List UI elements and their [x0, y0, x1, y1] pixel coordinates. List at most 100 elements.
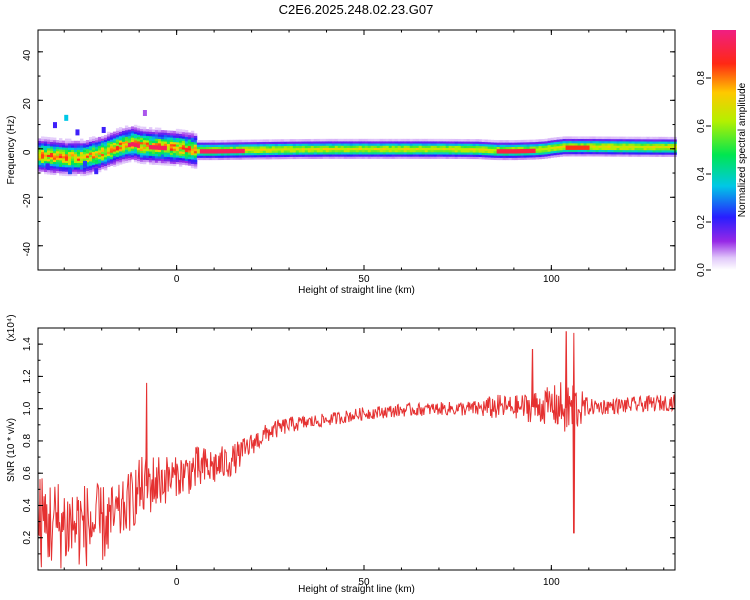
spectrogram-cell	[424, 147, 429, 151]
spectrogram-cell	[97, 147, 102, 151]
spectrogram-cell	[307, 154, 312, 157]
spectrogram-cell	[193, 133, 198, 136]
spectrogram-cell	[142, 148, 147, 152]
spectrogram-cell	[109, 161, 114, 164]
spectrogram-cell	[301, 139, 306, 142]
spectrogram-cell	[409, 154, 414, 157]
spectrogram-cell	[49, 172, 54, 175]
spectrogram-cell	[340, 149, 345, 153]
spectrogram-cell	[211, 150, 216, 154]
spectrogram-cell	[46, 143, 51, 147]
spectrogram-cell	[520, 148, 525, 152]
spectrogram-cell	[160, 158, 165, 162]
spectrogram-cell	[508, 150, 513, 154]
spectrogram-cell	[61, 166, 66, 170]
spectrogram-cell	[637, 136, 641, 140]
spectrogram-cell	[409, 138, 414, 142]
spectrogram-cell	[409, 143, 414, 146]
spectrogram-cell	[511, 146, 516, 150]
spectrogram-cell	[421, 138, 426, 142]
spectrogram-cell	[193, 148, 198, 152]
spectrogram-cell	[331, 143, 336, 146]
spectrogram-cell	[400, 143, 405, 146]
spectrogram-cell	[487, 150, 492, 154]
spectrogram-cell	[73, 145, 78, 148]
spectrogram-cell	[268, 139, 273, 142]
spectrogram-cell	[100, 162, 105, 165]
spectrogram-cell	[157, 149, 162, 153]
spectrogram-cell	[640, 138, 644, 142]
spectrogram-cell	[121, 147, 126, 151]
spectrogram-cell	[298, 141, 303, 144]
spectrogram-cell	[52, 150, 57, 154]
spectrogram-cell	[157, 160, 162, 163]
spectrogram-cell	[145, 155, 150, 158]
spectrogram-cell	[442, 141, 447, 144]
spectrogram-cell	[505, 142, 510, 145]
spectrogram-cell	[424, 138, 429, 142]
spectrogram-cell	[259, 146, 264, 149]
spectrogram-cell	[112, 157, 117, 161]
spectrogram-cell	[619, 143, 623, 146]
spectrogram-cell	[38, 151, 42, 155]
spectrogram-cell	[583, 142, 587, 146]
spectrogram-cell	[304, 152, 309, 155]
spectrogram-cell	[412, 141, 417, 144]
spectrogram-cell	[427, 149, 432, 153]
spectrogram-cell	[58, 151, 63, 154]
spectrogram-cell	[199, 150, 204, 154]
spectrogram-cell	[496, 148, 501, 152]
spectrogram-cell	[511, 157, 516, 161]
spectrogram-cell	[157, 156, 162, 159]
spectrogram-cell	[481, 141, 486, 145]
spectrogram-cell	[334, 143, 339, 146]
spectrogram-cell	[124, 160, 129, 163]
spectrogram-cell	[109, 139, 114, 142]
spectrogram-cell	[64, 153, 69, 157]
spectrogram-cell	[151, 146, 156, 150]
spectrogram-cell	[379, 145, 384, 148]
spectrogram-cell	[124, 149, 129, 153]
spectrogram-cell	[226, 144, 231, 147]
spectrogram-cell	[577, 151, 581, 155]
spectrogram-cell	[154, 131, 159, 135]
spectrogram-cell	[148, 144, 153, 148]
spectrogram-cell	[481, 156, 486, 160]
spectrogram-cell	[601, 136, 605, 140]
spectrogram-cell	[490, 150, 495, 154]
spectrogram-cell	[154, 144, 159, 148]
spectrogram-cell	[430, 145, 435, 148]
spectrogram-cell	[664, 139, 668, 142]
spectrogram-cell	[91, 138, 96, 142]
spectrogram-cell	[238, 144, 243, 147]
spectrogram-cell	[55, 161, 60, 165]
spectrogram-cell	[235, 144, 240, 147]
spectrogram-cell	[187, 134, 192, 138]
spectrogram-cell	[607, 143, 611, 146]
spectrogram-cell	[73, 149, 78, 153]
spectrogram-cell	[628, 149, 632, 153]
spectrogram-cell	[670, 152, 674, 155]
spectrogram-cell	[346, 156, 351, 159]
spectrogram-cell	[574, 138, 578, 142]
spectrogram-cell	[124, 125, 129, 129]
spectrogram-cell	[64, 147, 69, 150]
spectrogram-cell	[274, 152, 279, 155]
spectrogram-cell	[433, 141, 438, 144]
spectrogram-cell	[286, 156, 291, 160]
spectrogram-cell	[634, 147, 638, 151]
spectrogram-cell	[274, 150, 279, 153]
spectrogram-cell	[316, 156, 321, 159]
spectrogram-cell	[121, 156, 126, 160]
spectrogram-cell	[44, 160, 48, 164]
spectrogram-cell	[484, 150, 489, 154]
spectrogram-cell	[442, 151, 447, 155]
spectrogram-cell	[538, 141, 543, 144]
spectrogram-cell	[601, 145, 605, 148]
spectrogram-cell	[325, 138, 330, 142]
spectrogram-cell	[85, 159, 90, 163]
spectrogram-cell	[130, 146, 135, 149]
spectrogram-cell	[505, 155, 510, 158]
spectrogram-cell	[58, 142, 63, 146]
